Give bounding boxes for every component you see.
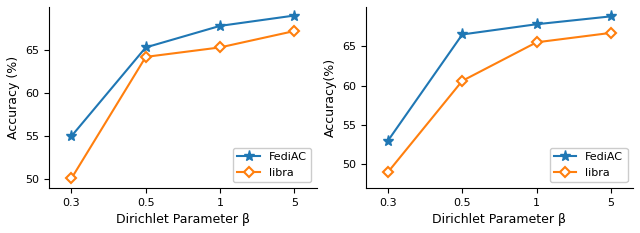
libra xyxy=(458,79,466,82)
libra xyxy=(384,171,392,173)
Y-axis label: Accuracy (%): Accuracy (%) xyxy=(7,56,20,139)
Line: libra: libra xyxy=(385,29,614,175)
Line: FediAC: FediAC xyxy=(383,11,616,146)
FediAC xyxy=(142,46,150,49)
FediAC xyxy=(607,15,614,18)
libra xyxy=(291,30,298,32)
Line: FediAC: FediAC xyxy=(66,10,300,142)
FediAC xyxy=(291,14,298,17)
libra xyxy=(68,177,76,180)
X-axis label: Dirichlet Parameter β: Dirichlet Parameter β xyxy=(433,213,566,226)
Legend: FediAC, libra: FediAC, libra xyxy=(550,148,627,182)
FediAC xyxy=(532,23,540,26)
Legend: FediAC, libra: FediAC, libra xyxy=(233,148,311,182)
FediAC xyxy=(216,24,224,27)
FediAC xyxy=(458,33,466,36)
Line: libra: libra xyxy=(68,27,298,182)
libra xyxy=(532,41,540,44)
X-axis label: Dirichlet Parameter β: Dirichlet Parameter β xyxy=(116,213,250,226)
libra xyxy=(607,31,614,34)
libra xyxy=(216,46,224,49)
Y-axis label: Accuracy(%): Accuracy(%) xyxy=(323,58,337,137)
libra xyxy=(142,55,150,58)
FediAC xyxy=(384,139,392,142)
FediAC xyxy=(68,135,76,137)
